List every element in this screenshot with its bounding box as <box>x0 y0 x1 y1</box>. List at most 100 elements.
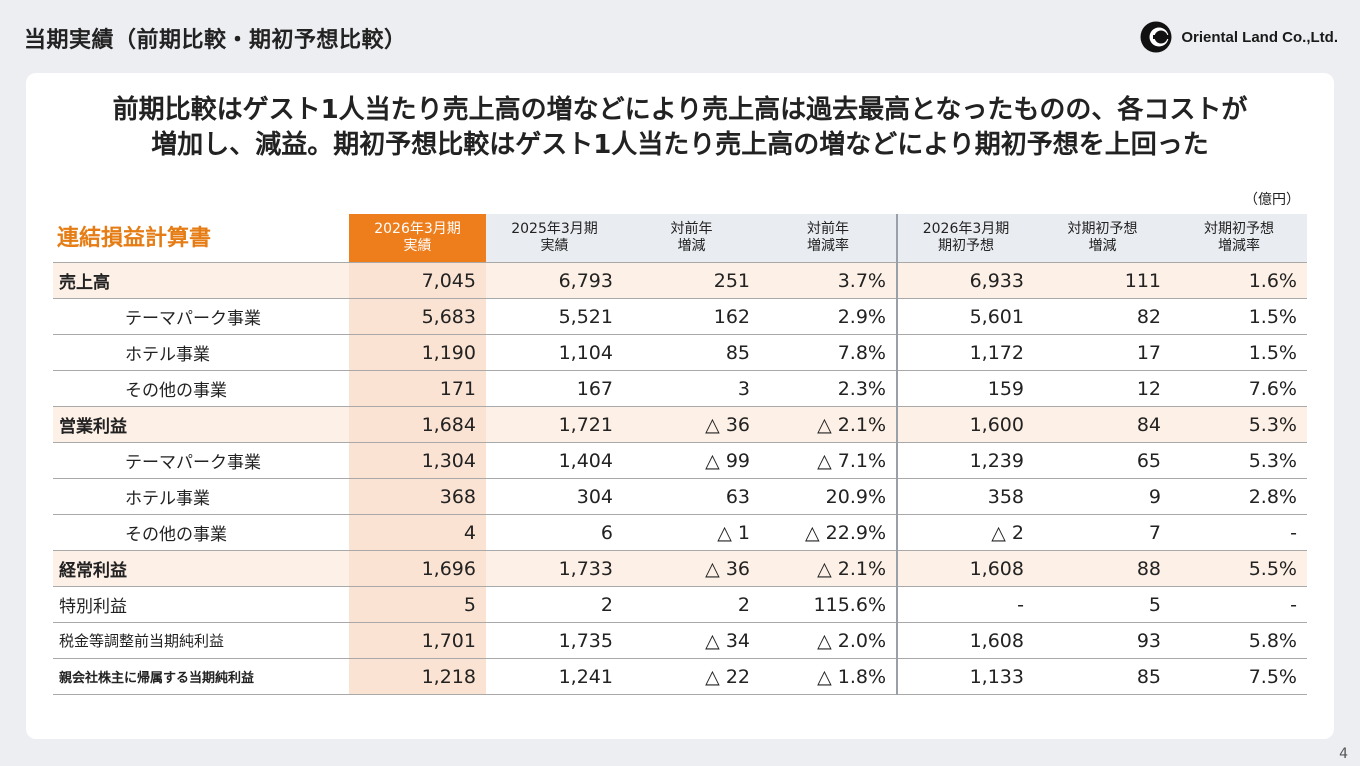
table-cell: 1,701 <box>349 622 486 659</box>
table-cell: - <box>1171 586 1307 623</box>
table-cell: - <box>896 586 1034 623</box>
headline-line-1: 前期比較はゲスト1人当たり売上高の増などにより売上高は過去最高となったものの、各… <box>112 95 1248 125</box>
col-header-line2: 期初予想 <box>938 238 994 254</box>
table-cell: 1,172 <box>896 334 1034 371</box>
table-cell: 85 <box>1034 658 1171 695</box>
col-header-line1: 対前年 <box>807 221 849 237</box>
col-header-prior-actual: 2025年3月期 実績 <box>486 214 623 263</box>
table-row: テーマパーク事業 1,304 1,404 △ 99 △ 7.1% 1,239 65 5.3% <box>53 442 1307 479</box>
col-header-forecast-rate: 対期初予想 増減率 <box>1171 214 1307 263</box>
table-cell: 6,793 <box>486 262 623 299</box>
table-header-row: 連結損益計算書 2026年3月期 実績 2025年3月期 実績 対前年 増減 対… <box>53 214 1307 263</box>
table-cell: △ 22.9% <box>760 514 897 551</box>
table-cell: 167 <box>486 370 623 407</box>
col-header-current-actual: 2026年3月期 実績 <box>349 214 486 263</box>
table-cell: 5.5% <box>1171 550 1307 587</box>
table-cell: 65 <box>1034 442 1171 479</box>
row-label: テーマパーク事業 <box>53 442 349 479</box>
table-cell: 7.6% <box>1171 370 1307 407</box>
table-cell: 1,600 <box>896 406 1034 443</box>
table-cell: 304 <box>486 478 623 515</box>
table-cell: 85 <box>623 334 760 371</box>
table-cell: 63 <box>623 478 760 515</box>
col-header-yoy-rate: 対前年 増減率 <box>760 214 897 263</box>
table-cell: 1,696 <box>349 550 486 587</box>
table-cell: 93 <box>1034 622 1171 659</box>
table-cell: 5.3% <box>1171 442 1307 479</box>
col-header-line1: 対期初予想 <box>1067 221 1138 237</box>
table-row: 親会社株主に帰属する当期純利益 1,218 1,241 △ 22 △ 1.8% 1,133… <box>53 658 1307 695</box>
table-cell: 1,733 <box>486 550 623 587</box>
row-label: その他の事業 <box>53 514 349 551</box>
table-cell: 1.5% <box>1171 298 1307 335</box>
income-statement-table: 連結損益計算書 2026年3月期 実績 2025年3月期 実績 対前年 増減 対… <box>53 214 1307 695</box>
col-header-initial-forecast: 2026年3月期 期初予想 <box>896 214 1034 263</box>
table-cell: △ 22 <box>623 658 760 695</box>
table-cell: - <box>1171 514 1307 551</box>
col-header-line2: 増減 <box>677 238 706 254</box>
row-label: ホテル事業 <box>53 334 349 371</box>
table-row: 特別利益 5 2 2 115.6% -5- <box>53 586 1307 623</box>
table-cell: 1,218 <box>349 658 486 695</box>
col-header-line1: 2026年3月期 <box>374 221 461 237</box>
table-cell: 1,241 <box>486 658 623 695</box>
table-cell: 5.8% <box>1171 622 1307 659</box>
table-cell: 88 <box>1034 550 1171 587</box>
table-cell: 4 <box>349 514 486 551</box>
row-label: 特別利益 <box>53 586 349 623</box>
col-header-line2: 増減率 <box>807 238 849 254</box>
table-cell: 7.8% <box>760 334 897 371</box>
table-cell: 115.6% <box>760 586 897 623</box>
table-row: 税金等調整前当期純利益 1,701 1,735 △ 34 △ 2.0% 1,608 93 5.… <box>53 622 1307 659</box>
table-cell: 1,404 <box>486 442 623 479</box>
table-cell: △ 2.0% <box>760 622 897 659</box>
row-label: 売上高 <box>53 262 349 299</box>
table-cell: 2 <box>486 586 623 623</box>
table-cell: 358 <box>896 478 1034 515</box>
table-row: 営業利益 1,684 1,721 △ 36 △ 2.1% 1,600 84 5.3% <box>53 406 1307 443</box>
table-cell: 1,608 <box>896 622 1034 659</box>
table-cell: 5.3% <box>1171 406 1307 443</box>
table-cell: 7 <box>1034 514 1171 551</box>
table-cell: 7.5% <box>1171 658 1307 695</box>
table-cell: △ 1.8% <box>760 658 897 695</box>
col-header-line2: 増減 <box>1088 238 1117 254</box>
row-label: その他の事業 <box>53 370 349 407</box>
row-label: ホテル事業 <box>53 478 349 515</box>
row-label: 営業利益 <box>53 406 349 443</box>
row-label: テーマパーク事業 <box>53 298 349 335</box>
table-cell: 5,601 <box>896 298 1034 335</box>
table-cell: 9 <box>1034 478 1171 515</box>
table-row: ホテル事業 368 304 63 20.9% 358 9 2.8% <box>53 478 1307 515</box>
table-cell: 111 <box>1034 262 1171 299</box>
col-header-forecast-change: 対期初予想 増減 <box>1034 214 1171 263</box>
logo-text: Oriental Land Co.,Ltd. <box>1181 28 1338 46</box>
table-cell: △ 2.1% <box>760 550 897 587</box>
headline: 前期比較はゲスト1人当たり売上高の増などにより売上高は過去最高となったものの、各… <box>26 93 1334 163</box>
table-cell: 5 <box>1034 586 1171 623</box>
table-cell: 1,608 <box>896 550 1034 587</box>
table-cell: 1,304 <box>349 442 486 479</box>
unit-label: （億円） <box>1244 192 1300 208</box>
table-cell: △ 34 <box>623 622 760 659</box>
table-row: その他の事業 171 167 3 2.3% 159 12 7.6% <box>53 370 1307 407</box>
table-cell: 1,190 <box>349 334 486 371</box>
row-label: 親会社株主に帰属する当期純利益 <box>53 658 349 695</box>
col-header-line1: 対前年 <box>670 221 713 237</box>
table-cell: 171 <box>349 370 486 407</box>
company-logo: Oriental Land Co.,Ltd. <box>1139 20 1338 54</box>
table-cell: 3 <box>623 370 760 407</box>
page-title: 当期実績（前期比較・期初予想比較） <box>24 28 407 53</box>
table-cell: 82 <box>1034 298 1171 335</box>
table-cell: △ 99 <box>623 442 760 479</box>
oriental-land-logo-icon <box>1140 21 1172 53</box>
table-cell: 2.9% <box>760 298 897 335</box>
col-header-line2: 増減率 <box>1218 238 1260 254</box>
table-cell: 1,104 <box>486 334 623 371</box>
table-cell: △ 7.1% <box>760 442 897 479</box>
row-label: 経常利益 <box>53 550 349 587</box>
table-cell: 2.8% <box>1171 478 1307 515</box>
table-row: 売上高 7,045 6,793 251 3.7% 6,933 111 1.6% <box>53 262 1307 299</box>
col-header-line2: 実績 <box>403 238 432 254</box>
